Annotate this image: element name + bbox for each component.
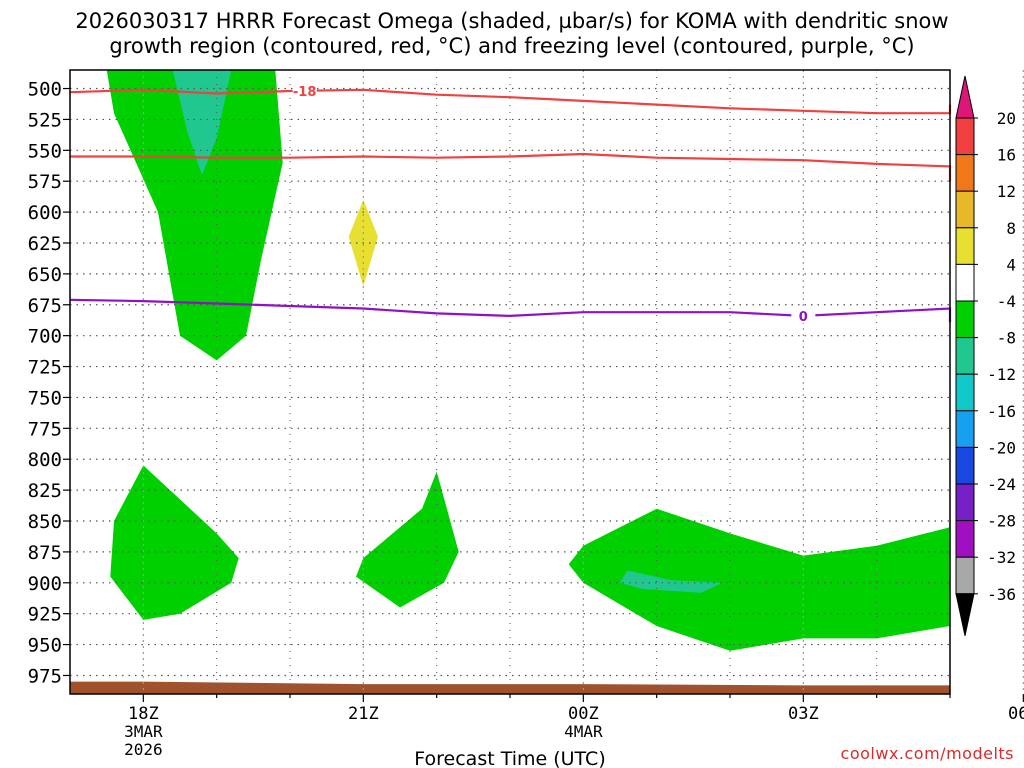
x-tick-label-21Z: 21Z <box>348 704 379 724</box>
shade-teal-column <box>172 70 232 175</box>
colorbar-label-5: -4 <box>997 292 1016 311</box>
chart-title-line-2: growth region (contoured, red, °C) and f… <box>109 34 915 58</box>
x-tick-date-00Z: 4MAR <box>564 722 603 741</box>
colorbar-label-3: 8 <box>1006 219 1016 238</box>
colorbar-bin-11 <box>955 520 975 558</box>
colorbar-label-9: -20 <box>987 438 1016 457</box>
y-tick-label-650: 650 <box>28 264 62 286</box>
colorbar-bin-6 <box>955 337 975 375</box>
y-tick-label-775: 775 <box>28 418 62 440</box>
y-tick-label-975: 975 <box>28 665 62 687</box>
y-tick-label-575: 575 <box>28 171 62 193</box>
y-tick-label-950: 950 <box>28 635 62 657</box>
y-tick-label-800: 800 <box>28 449 62 471</box>
y-tick-label-600: 600 <box>28 202 62 224</box>
colorbar-bin-0 <box>955 117 975 156</box>
y-tick-label-625: 625 <box>28 233 62 255</box>
omega-shading-layer <box>106 70 950 651</box>
colorbar-bin-2 <box>955 190 975 229</box>
colorbar-bin-10 <box>955 483 975 522</box>
x-tick-label-03Z: 03Z <box>788 704 819 724</box>
y-tick-label-850: 850 <box>28 511 62 533</box>
y-tick-label-700: 700 <box>28 326 62 348</box>
colorbar-label-7: -12 <box>987 365 1016 384</box>
colorbar-label-6: -8 <box>997 329 1016 348</box>
colorbar-bin-12 <box>955 556 975 595</box>
colorbar-bin-4 <box>955 263 975 302</box>
shade-green-low-18z <box>110 465 239 620</box>
terrain-surface <box>70 681 950 694</box>
colorbar-top-cap <box>955 75 975 119</box>
y-tick-label-750: 750 <box>28 387 62 409</box>
grid-layer <box>70 70 1024 694</box>
colorbar-label-10: -24 <box>987 475 1016 494</box>
terrain-layer <box>70 681 950 694</box>
colorbar-bin-7 <box>955 373 975 412</box>
colorbar-bin-9 <box>955 446 975 485</box>
colorbar-label-1: 16 <box>997 146 1016 165</box>
colorbar-label-8: -16 <box>987 402 1016 421</box>
contour-label-dgz-top: -18 <box>293 85 317 100</box>
y-axis: 500 525 550 575 600 625 650 675 700 725 750 775 800 8… <box>28 79 70 687</box>
y-tick-label-825: 825 <box>28 480 62 502</box>
x-tick-label-06Z: 06Z <box>1008 704 1024 724</box>
colorbar-bin-8 <box>955 410 975 448</box>
x-axis-label: Forecast Time (UTC) <box>414 748 605 768</box>
colorbar-label-11: -28 <box>987 512 1016 531</box>
y-tick-label-525: 525 <box>28 109 62 131</box>
shade-teal-low-01z <box>620 570 723 593</box>
y-tick-label-725: 725 <box>28 357 62 379</box>
contour-label-freezing-level: 0 <box>799 310 808 325</box>
y-tick-label-875: 875 <box>28 542 62 564</box>
contour-label-bg-freezing-level <box>791 308 816 323</box>
chart-title-line-1: 2026030317 HRRR Forecast Omega (shaded, … <box>75 9 949 33</box>
credit-link[interactable]: coolwx.com/modelts <box>840 744 1014 763</box>
colorbar: 20 16 12 8 4 -4 -8 -12 -16 -20 -24 -28 -32 -36 <box>955 75 1016 636</box>
shade-green-low-22z <box>356 471 459 608</box>
x-tick-label-00Z: 00Z <box>568 704 599 724</box>
colorbar-label-12: -32 <box>987 548 1016 567</box>
contour-label-bg-dgz-top <box>292 83 317 98</box>
y-tick-label-550: 550 <box>28 140 62 162</box>
colorbar-label-4: 4 <box>1006 255 1016 274</box>
colorbar-bin-1 <box>955 154 975 192</box>
x-tick-label-18Z: 18Z <box>128 704 159 724</box>
colorbar-label-13: -36 <box>987 585 1016 604</box>
x-axis: 18Z3MAR202621Z00Z4MAR03Z06Z09Z <box>124 694 1024 759</box>
x-tick-date-18Z: 3MAR <box>124 722 163 741</box>
y-tick-label-500: 500 <box>28 79 62 101</box>
colorbar-label-0: 20 <box>997 109 1016 128</box>
colorbar-bin-3 <box>955 227 975 265</box>
colorbar-bottom-cap <box>955 593 975 636</box>
y-tick-label-925: 925 <box>28 604 62 626</box>
shade-green-low-band <box>568 502 950 651</box>
shade-green-column <box>106 70 283 361</box>
colorbar-label-2: 12 <box>997 182 1016 201</box>
x-tick-year-18Z: 2026 <box>124 740 163 759</box>
y-tick-label-675: 675 <box>28 295 62 317</box>
y-tick-label-900: 900 <box>28 573 62 595</box>
colorbar-bin-5 <box>955 300 975 339</box>
